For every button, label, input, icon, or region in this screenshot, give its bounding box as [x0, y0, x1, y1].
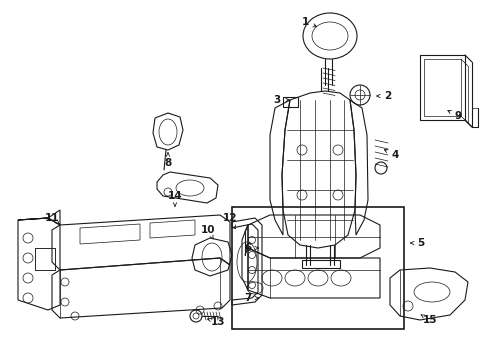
Text: 8: 8	[164, 158, 171, 168]
Text: 12: 12	[223, 213, 237, 223]
Text: 4: 4	[390, 150, 398, 160]
Text: 14: 14	[167, 191, 182, 201]
Text: 3: 3	[273, 95, 280, 105]
Text: 15: 15	[422, 315, 436, 325]
Text: 5: 5	[417, 238, 424, 248]
Text: 6: 6	[244, 243, 251, 253]
Text: 10: 10	[201, 225, 215, 235]
Bar	[231, 207, 403, 329]
Text: 9: 9	[453, 111, 461, 121]
Text: 13: 13	[210, 317, 225, 327]
Text: 2: 2	[384, 91, 391, 101]
Text: 1: 1	[301, 17, 308, 27]
Text: 11: 11	[45, 213, 59, 223]
Text: 7: 7	[244, 293, 251, 303]
